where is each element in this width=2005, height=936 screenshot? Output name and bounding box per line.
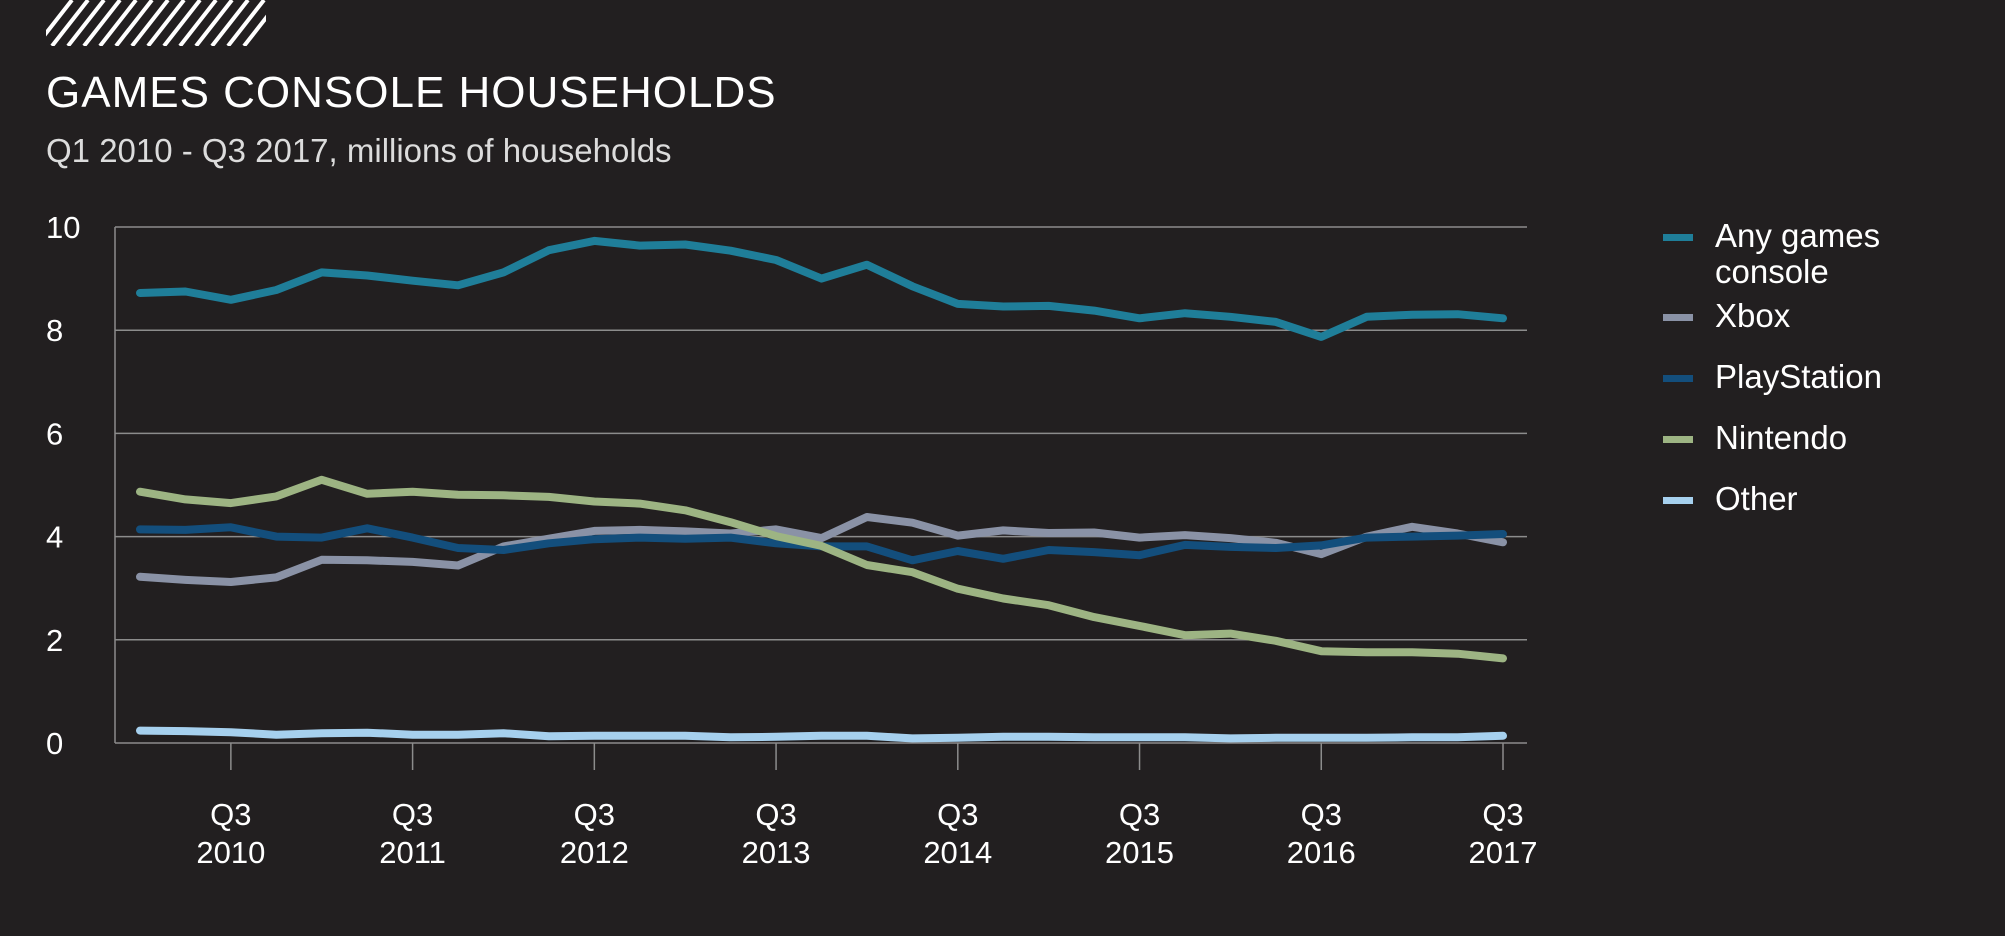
x-tick-label-quarter: Q3 — [210, 797, 251, 832]
legend-swatch — [1663, 436, 1693, 443]
brand-stripes-logo — [46, 0, 266, 46]
legend-swatch — [1663, 234, 1693, 241]
chart-title: GAMES CONSOLE HOUSEHOLDS — [46, 68, 777, 117]
y-tick-label: 4 — [46, 520, 63, 555]
tick-labels: 0246810Q32010Q32011Q32012Q32013Q32014Q32… — [46, 210, 1537, 870]
x-tick-label-year: 2012 — [560, 835, 629, 870]
series-line-xbox — [136, 513, 1507, 586]
x-tick-label-quarter: Q3 — [1301, 797, 1342, 832]
series-line-any-games-console — [136, 236, 1507, 341]
x-tick-label-year: 2010 — [196, 835, 265, 870]
legend-label: Nintendo — [1715, 420, 1945, 456]
legend-label-line1: Nintendo — [1715, 419, 1848, 456]
x-tick-label-year: 2016 — [1287, 835, 1356, 870]
legend-swatch — [1663, 497, 1693, 504]
legend-label-line1: PlayStation — [1715, 358, 1882, 395]
legend-label-line2: console — [1715, 253, 1829, 290]
x-tick-label-year: 2017 — [1469, 835, 1538, 870]
x-tick-label-quarter: Q3 — [574, 797, 615, 832]
y-tick-label: 10 — [46, 210, 80, 245]
legend-label-line1: Other — [1715, 480, 1798, 517]
x-tick-label-quarter: Q3 — [755, 797, 796, 832]
legend-label-line1: Any games — [1715, 217, 1881, 254]
series-line-nintendo — [136, 475, 1507, 663]
legend-label: Any games console — [1715, 218, 1945, 290]
legend-swatch — [1663, 314, 1693, 321]
legend-label-line1: Xbox — [1715, 297, 1791, 334]
x-tick-label-quarter: Q3 — [392, 797, 433, 832]
x-tick-label-quarter: Q3 — [1482, 797, 1523, 832]
x-tick-label-year: 2013 — [742, 835, 811, 870]
x-tick-label-year: 2011 — [379, 835, 446, 870]
series-line-other — [136, 726, 1507, 743]
x-tick-label-year: 2014 — [923, 835, 992, 870]
y-tick-label: 8 — [46, 313, 63, 348]
axes — [114, 227, 1504, 770]
legend-label: Other — [1715, 481, 1945, 517]
legend-label: Xbox — [1715, 298, 1945, 334]
x-tick-label-year: 2015 — [1105, 835, 1174, 870]
chart-subtitle: Q1 2010 - Q3 2017, millions of household… — [46, 132, 672, 169]
x-tick-label-quarter: Q3 — [937, 797, 978, 832]
y-tick-label: 6 — [46, 416, 63, 451]
y-tick-label: 0 — [46, 726, 63, 761]
series-lines — [136, 236, 1507, 743]
legend-label: PlayStation — [1715, 359, 1945, 395]
legend-swatch — [1663, 375, 1693, 382]
x-tick-label-quarter: Q3 — [1119, 797, 1160, 832]
y-tick-label: 2 — [46, 623, 63, 658]
